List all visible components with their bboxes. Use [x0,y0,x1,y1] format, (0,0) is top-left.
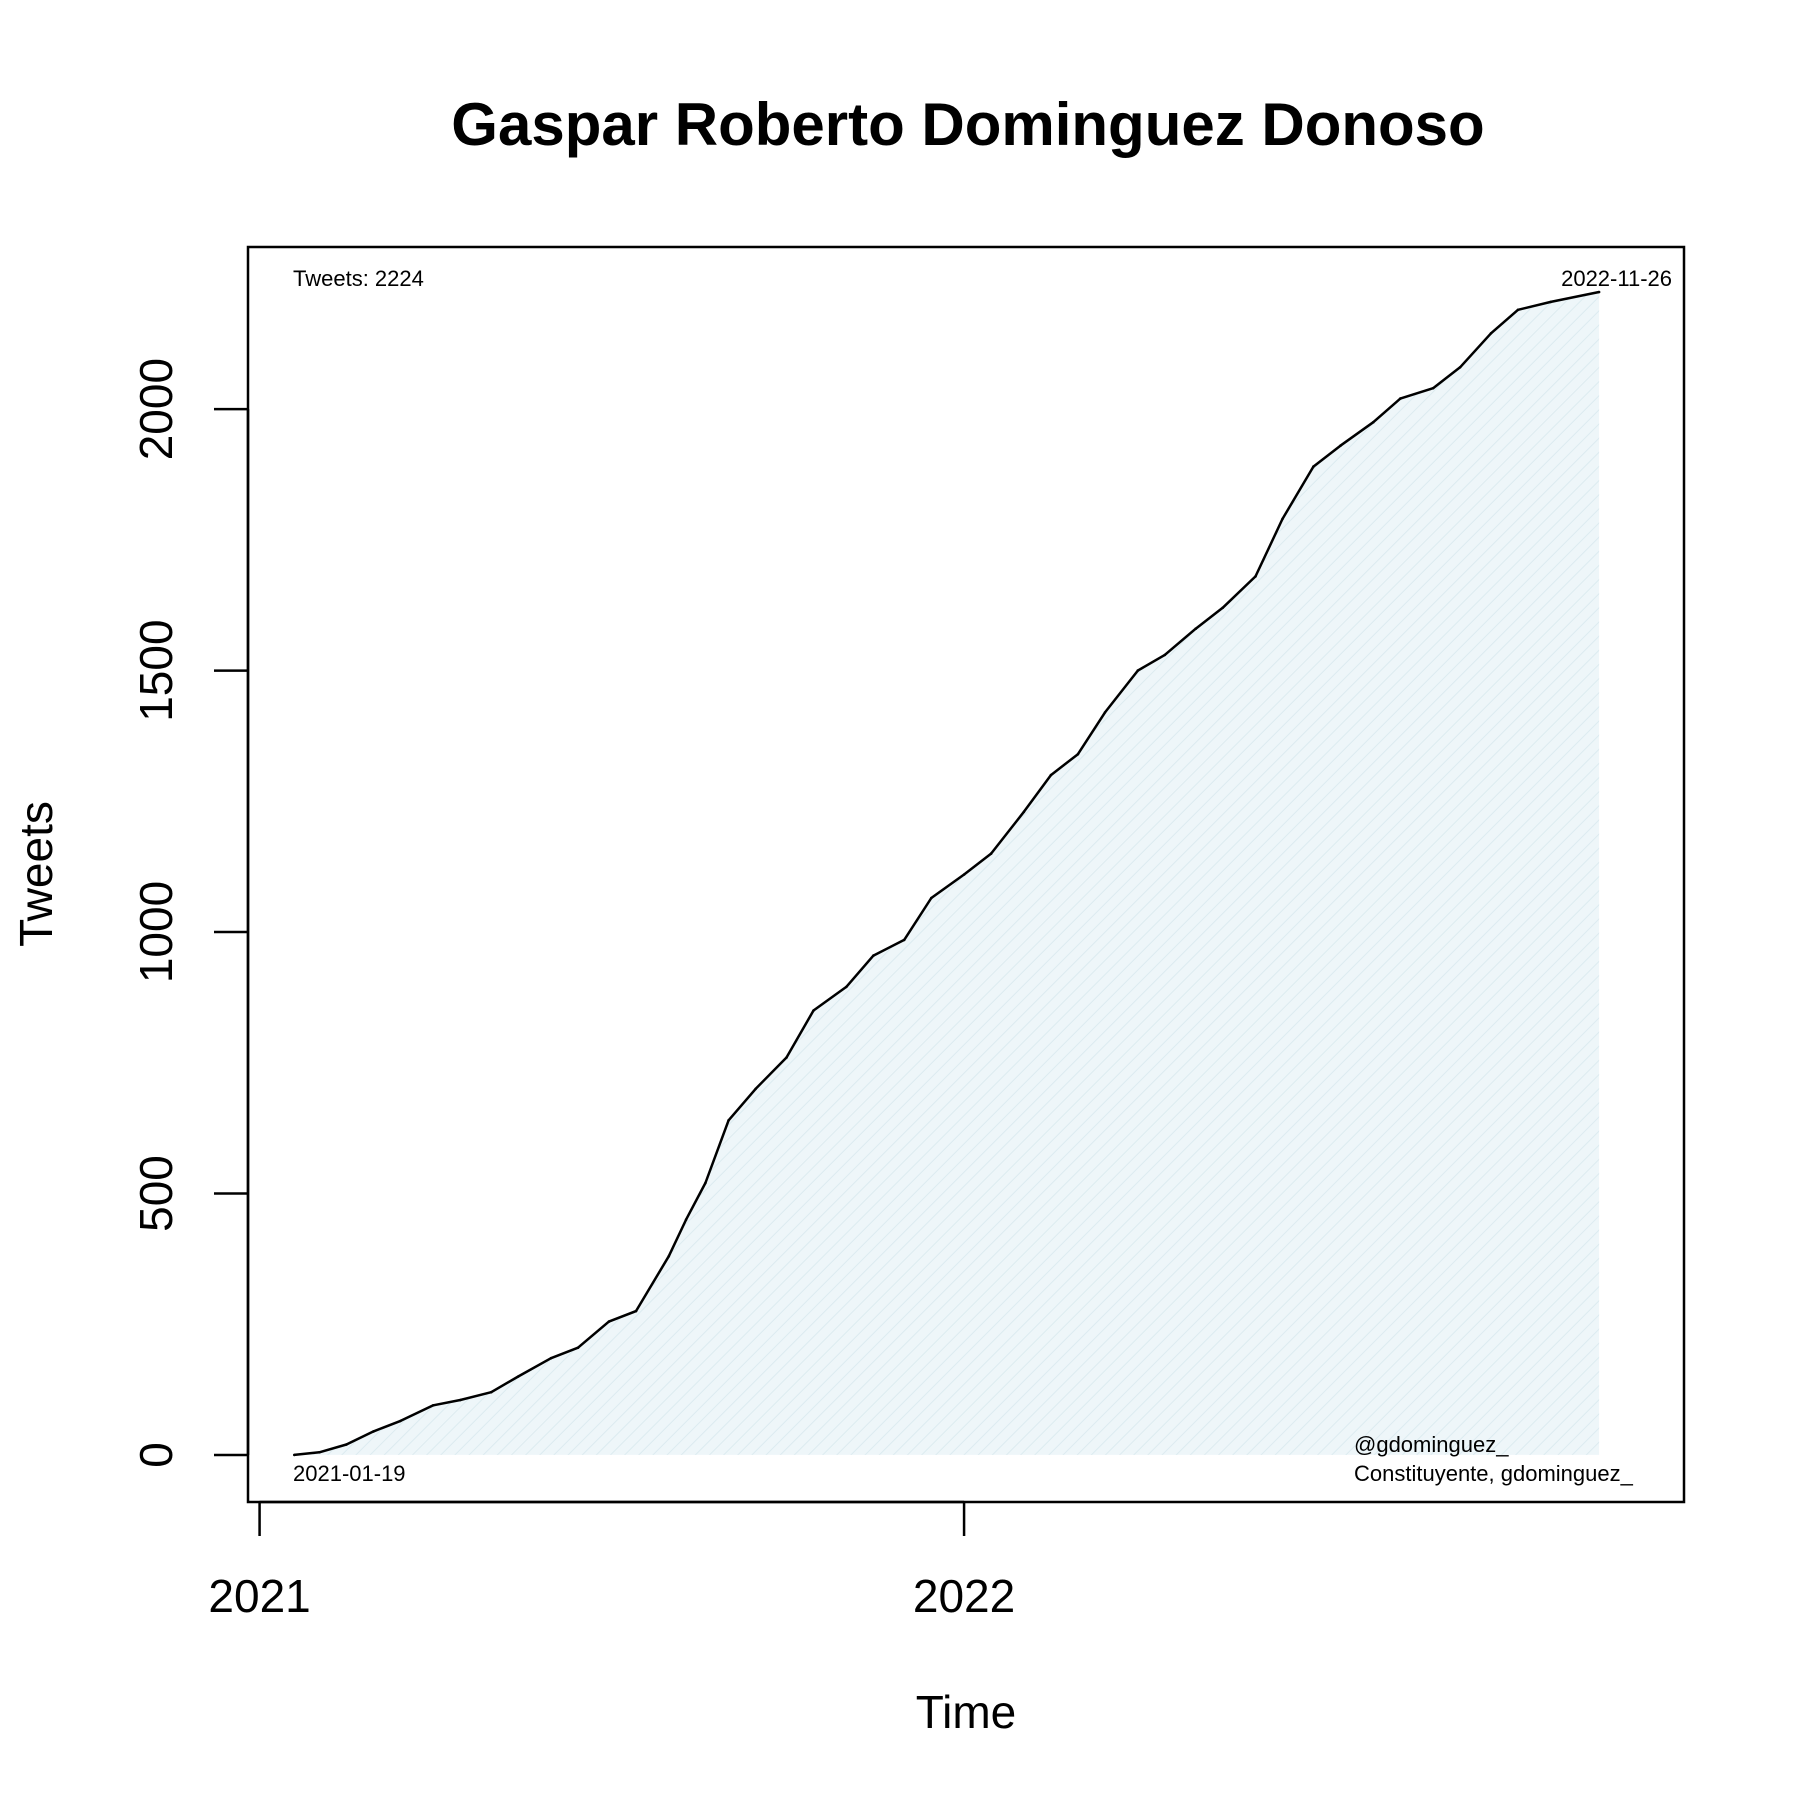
data-point-14 [684,1218,688,1221]
data-point-1 [318,1451,321,1454]
data-point-2 [345,1443,348,1446]
data-point-40 [1431,386,1435,390]
series-line [294,290,1600,1457]
data-point-12 [634,1309,638,1313]
data-point-35 [1281,517,1284,521]
x-axis-title: Time [916,1686,1017,1738]
data-point-8 [516,1375,520,1378]
y-axis: 0 500 1000 1500 2000 [130,358,250,1468]
data-point-22 [902,938,906,942]
y-tick-label-2000: 2000 [130,358,182,460]
y-tick-label-1500: 1500 [130,619,182,721]
data-point-25 [989,852,993,855]
data-point-10 [576,1346,580,1349]
data-point-16 [727,1119,730,1122]
total-tweets-label: Tweets: 2224 [293,266,424,291]
data-point-28 [1076,752,1080,756]
y-tick-label-1000: 1000 [130,881,182,983]
data-point-32 [1194,627,1197,630]
data-point-39 [1399,397,1402,400]
data-points [293,290,1601,1457]
data-point-18 [785,1056,788,1059]
data-point-5 [432,1404,435,1407]
description-label: Constituyente, gdominguez_ [1354,1461,1634,1486]
handle-label: @gdominguez_ [1354,1432,1509,1457]
data-point-20 [845,985,848,989]
data-point-13 [667,1254,671,1258]
data-point-11 [607,1320,611,1323]
data-point-29 [1103,711,1107,714]
x-tick-label-2021: 2021 [208,1570,310,1622]
data-point-24 [962,873,966,876]
data-point-6 [459,1398,462,1402]
data-point-44 [1549,300,1553,304]
x-tick-label-2022: 2022 [913,1570,1015,1622]
data-point-15 [704,1181,707,1185]
start-date-label: 2021-01-19 [293,1461,406,1486]
data-point-34 [1254,575,1257,578]
data-point-30 [1136,669,1140,672]
end-date-label: 2022-11-26 [1561,266,1672,291]
y-tick-label-0: 0 [130,1442,182,1468]
data-point-45 [1597,290,1601,294]
data-point-23 [930,896,933,900]
x-axis: 2021 2022 [208,1500,1015,1622]
data-point-26 [1022,810,1026,814]
data-point-3 [372,1430,375,1433]
data-point-42 [1489,332,1493,335]
data-point-0 [293,1453,296,1457]
data-point-33 [1221,606,1224,610]
data-point-17 [754,1087,757,1091]
data-point-38 [1372,420,1375,424]
data-point-7 [489,1390,493,1394]
data-point-9 [549,1356,553,1360]
data-point-36 [1312,465,1315,468]
y-axis-title: Tweets [10,801,62,947]
data-point-41 [1458,366,1462,369]
area-hatch [294,292,1600,1455]
data-point-37 [1339,444,1342,448]
data-point-43 [1516,308,1520,312]
data-point-31 [1163,653,1167,657]
chart-title: Gaspar Roberto Dominguez Donoso [451,91,1484,158]
data-point-21 [872,954,875,957]
data-point-27 [1049,773,1053,777]
plot-area [246,245,1686,1504]
y-tick-label-500: 500 [130,1155,182,1232]
data-point-4 [399,1419,402,1423]
data-point-19 [812,1009,815,1012]
